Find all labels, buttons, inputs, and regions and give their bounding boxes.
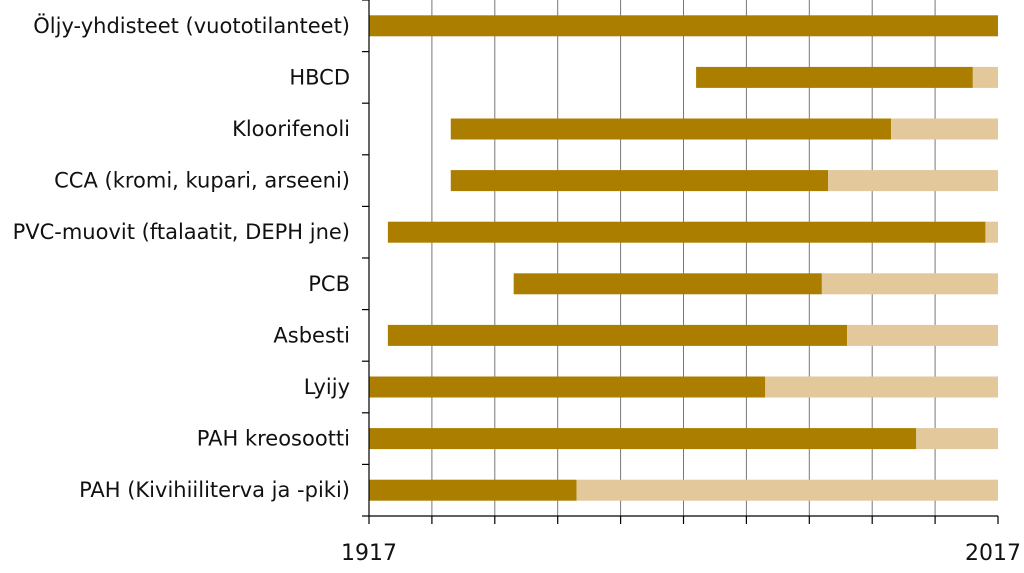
category-label: Öljy-yhdisteet (vuototilanteet) [33, 13, 350, 38]
bars [369, 15, 998, 501]
bar-continued [765, 376, 998, 398]
bar-continued [828, 170, 998, 192]
bar-continued [972, 66, 998, 88]
bar-in-use [450, 118, 892, 140]
category-label: HBCD [289, 65, 350, 89]
bar-in-use [513, 273, 822, 295]
category-label: Asbesti [273, 323, 350, 347]
category-label: PVC-muovit (ftalaatit, DEPH jne) [13, 220, 350, 244]
bar-in-use [369, 428, 917, 450]
bar-in-use [450, 170, 829, 192]
bar-in-use [387, 324, 848, 346]
bar-continued [576, 479, 998, 501]
bar-continued [985, 221, 998, 243]
x-tick-label: 2017 [965, 541, 1021, 566]
category-label: CCA (kromi, kupari, arseeni) [54, 169, 350, 193]
bar-continued [847, 324, 998, 346]
category-label: PAH kreosootti [197, 427, 350, 451]
x-tick-label: 1917 [341, 541, 397, 566]
bar-in-use [369, 479, 577, 501]
x-tick-labels: 1917 2017 [341, 541, 1021, 566]
category-labels: Öljy-yhdisteet (vuototilanteet) HBCD Kloor… [13, 13, 350, 502]
bar-in-use [387, 221, 986, 243]
axes [362, 0, 999, 524]
category-label: PCB [308, 272, 350, 296]
bar-in-use [696, 66, 973, 88]
bar-continued [821, 273, 998, 295]
bar-continued [891, 118, 998, 140]
bar-in-use [369, 15, 998, 37]
category-label: Lyijy [304, 375, 350, 399]
category-label: Kloorifenoli [232, 117, 350, 141]
bar-continued [916, 428, 998, 450]
category-label: PAH (Kivihiiliterva ja -piki) [79, 478, 350, 502]
bar-in-use [369, 376, 766, 398]
